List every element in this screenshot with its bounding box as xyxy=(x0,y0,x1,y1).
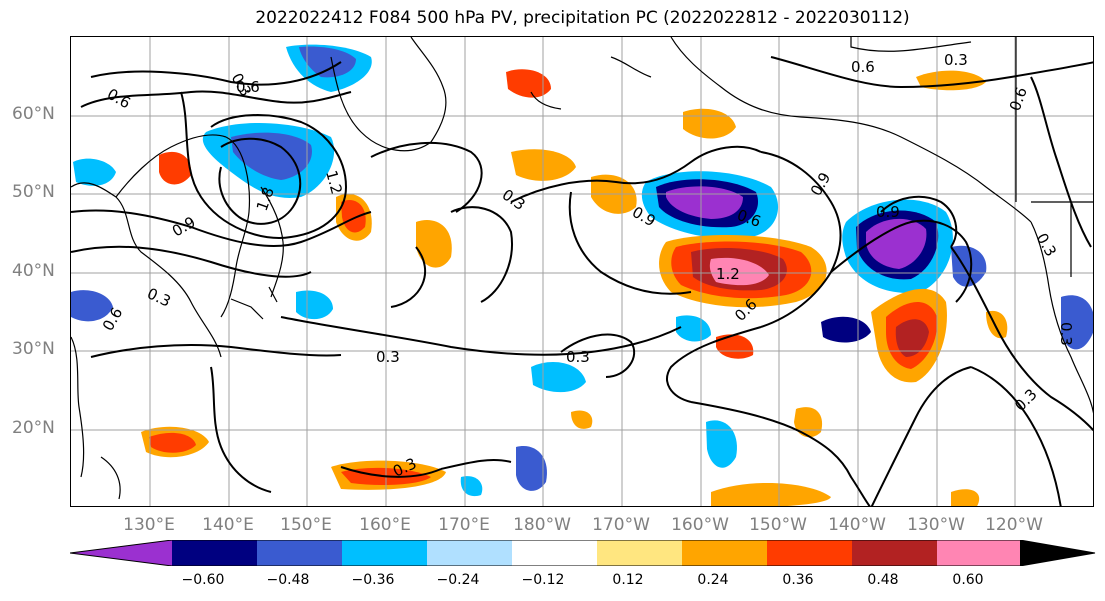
colorbar-bin xyxy=(767,540,852,566)
pos-precip-area xyxy=(341,199,366,233)
colorbar-bin xyxy=(172,540,257,566)
neg-precip-area xyxy=(866,218,927,269)
pos-precip-area xyxy=(506,69,551,98)
lat-label: 20°N xyxy=(12,418,55,438)
lon-label: 180°W xyxy=(513,515,571,535)
colorbar xyxy=(70,540,1096,566)
lat-label: 40°N xyxy=(12,261,55,281)
contour-label: 0.6 xyxy=(851,58,875,76)
lat-label: 60°N xyxy=(12,104,55,124)
lon-label: 120°W xyxy=(985,515,1043,535)
contour-label: 0.3 xyxy=(144,284,173,310)
contour-label: 0.3 xyxy=(499,186,529,214)
neg-precip-area xyxy=(71,290,113,322)
pos-precip-area xyxy=(711,482,831,506)
precip-shading xyxy=(71,44,1093,506)
neg-precip-area xyxy=(1061,295,1093,350)
colorbar-bin xyxy=(937,540,1020,566)
map-panel: 0.6 0.6 1.2 1.8 0.9 0.3 0.3 0.3 0.9 0.6 … xyxy=(70,36,1094,507)
colorbar-extend-low xyxy=(70,540,172,566)
lat-label: 50°N xyxy=(12,182,55,202)
colorbar-tick: −0.48 xyxy=(266,572,310,588)
pos-precip-area xyxy=(794,407,823,438)
contour-label: 1.2 xyxy=(716,265,740,283)
colorbar-tick: −0.60 xyxy=(181,572,225,588)
colorbar-bin xyxy=(512,540,597,566)
colorbar-tick: 0.48 xyxy=(867,572,899,588)
lon-label: 150°W xyxy=(749,515,807,535)
neg-precip-area xyxy=(299,46,356,78)
neg-precip-area xyxy=(73,158,116,186)
neg-precip-area xyxy=(296,290,333,320)
coastlines xyxy=(71,37,1093,500)
contour-label: 1.2 xyxy=(322,168,346,196)
neg-precip-area xyxy=(706,420,737,468)
colorbar-extend-high xyxy=(1020,540,1095,566)
contour-label: 0.3 xyxy=(376,348,400,366)
colorbar-bin xyxy=(852,540,937,566)
contour-label: 0.9 xyxy=(169,213,199,241)
pv-contours xyxy=(71,56,1093,506)
contour-label: 0.3 xyxy=(566,348,590,366)
colorbar-bin xyxy=(257,540,342,566)
colorbar-outline xyxy=(70,540,1096,566)
neg-precip-area xyxy=(676,315,711,342)
pos-precip-area xyxy=(951,489,980,506)
pos-precip-area xyxy=(895,319,929,357)
lon-label: 140°W xyxy=(828,515,886,535)
pos-precip-area xyxy=(416,220,452,268)
lat-label: 30°N xyxy=(12,339,55,359)
lon-label: 130°W xyxy=(907,515,965,535)
contour-label: 0.6 xyxy=(236,78,260,96)
neg-precip-area xyxy=(516,446,547,491)
colorbar-bin xyxy=(342,540,427,566)
colorbar-tick: −0.12 xyxy=(521,572,565,588)
neg-precip-area xyxy=(951,245,987,287)
colorbar-tick: −0.24 xyxy=(436,572,480,588)
colorbar-tick: −0.36 xyxy=(351,572,395,588)
map-svg: 0.6 0.6 1.2 1.8 0.9 0.3 0.3 0.3 0.9 0.6 … xyxy=(71,37,1093,506)
lon-label: 130°E xyxy=(123,515,175,535)
contour-label: 0.6 xyxy=(104,85,134,113)
contour-label: 0.6 xyxy=(1006,85,1031,114)
colorbar-bin xyxy=(682,540,767,566)
colorbar-tick: 0.60 xyxy=(952,572,984,588)
colorbar-tick: 0.12 xyxy=(612,572,644,588)
neg-precip-area xyxy=(231,132,312,180)
pos-precip-area xyxy=(716,334,754,359)
lon-label: 170°W xyxy=(592,515,650,535)
neg-precip-area xyxy=(460,476,483,497)
neg-precip-area xyxy=(531,362,586,393)
contour-label: 0.3 xyxy=(1057,322,1075,346)
contour-label: 0.3 xyxy=(944,51,968,69)
pos-precip-area xyxy=(159,151,192,185)
colorbar-bin xyxy=(427,540,512,566)
lon-label: 140°E xyxy=(202,515,254,535)
lon-label: 160°W xyxy=(671,515,729,535)
colorbar-tick: 0.36 xyxy=(782,572,814,588)
neg-precip-area xyxy=(666,186,743,219)
contour-label: 0.9 xyxy=(807,169,835,199)
pos-precip-area xyxy=(571,410,593,429)
lon-label: 150°E xyxy=(280,515,332,535)
pos-precip-area xyxy=(709,257,769,286)
pos-precip-area xyxy=(683,108,736,139)
colorbar-bin xyxy=(597,540,682,566)
lon-label: 170°E xyxy=(438,515,490,535)
chart-title: 2022022412 F084 500 hPa PV, precipitatio… xyxy=(255,8,910,28)
colorbar-tick: 0.24 xyxy=(697,572,729,588)
pos-precip-area xyxy=(149,432,196,453)
contour-label: 0.3 xyxy=(1011,385,1041,415)
neg-precip-area xyxy=(821,316,871,343)
lon-label: 160°E xyxy=(359,515,411,535)
contour-label: 0.9 xyxy=(876,203,900,221)
graticule xyxy=(71,37,1093,506)
